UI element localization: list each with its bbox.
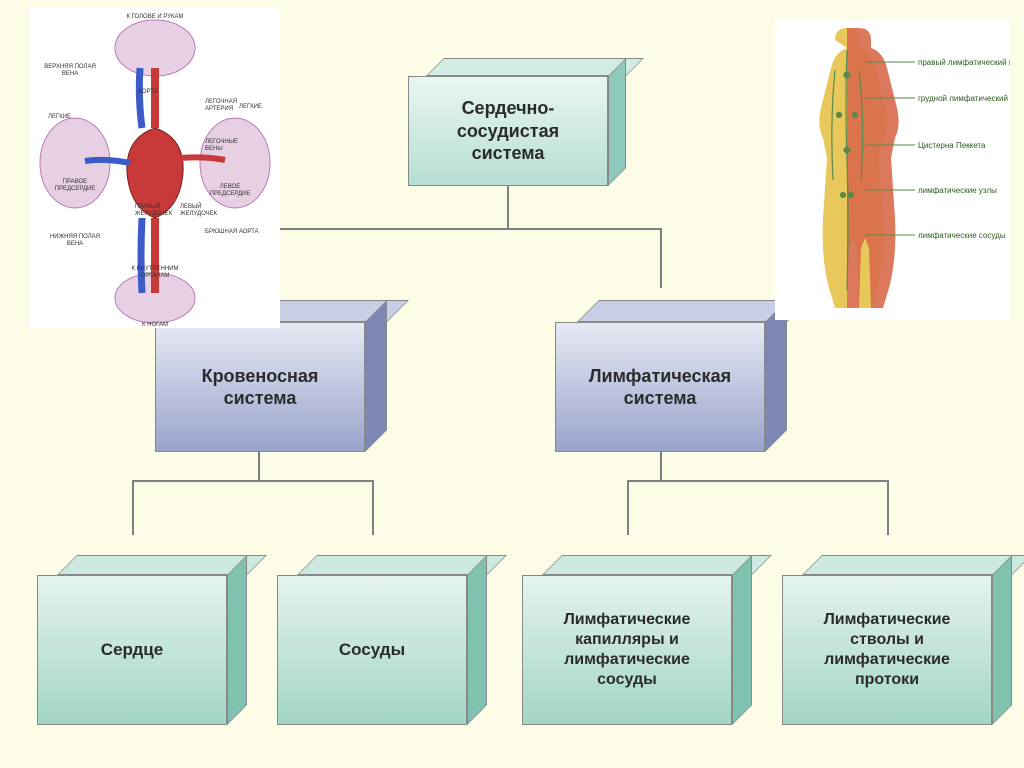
svg-text:БРЮШНАЯ АОРТА: БРЮШНАЯ АОРТА: [205, 229, 259, 235]
svg-text:ЛЕГКИЕ: ЛЕГКИЕ: [239, 104, 262, 110]
svg-text:К НОГАМ: К НОГАМ: [142, 322, 168, 328]
svg-text:ЛЕГКИЕ: ЛЕГКИЕ: [48, 114, 71, 120]
svg-text:К ВНУТРЕННИМ: К ВНУТРЕННИМ: [132, 266, 179, 272]
node-side-face: [732, 555, 752, 725]
node-label: Лимфатическая система: [555, 322, 765, 452]
lymphatic-body-diagram: правый лимфатический проток грудной лимф…: [775, 20, 1010, 320]
connector-line: [660, 228, 662, 288]
node-side-face: [992, 555, 1012, 725]
svg-text:ЛЕВОЕ: ЛЕВОЕ: [220, 184, 240, 190]
connector-line: [372, 480, 374, 535]
svg-text:ВЕНА: ВЕНА: [62, 71, 78, 77]
svg-text:ЛЕГОЧНЫЕ: ЛЕГОЧНЫЕ: [205, 139, 238, 145]
svg-text:АРТЕРИЯ: АРТЕРИЯ: [205, 106, 233, 112]
node-lymph_cap: Лимфатические капилляры и лимфатические …: [522, 555, 752, 725]
svg-text:ПРАВОЕ: ПРАВОЕ: [63, 179, 87, 185]
node-lymph_trunk: Лимфатические стволы и лимфатические про…: [782, 555, 1012, 725]
svg-text:ПРАВЫЙ: ПРАВЫЙ: [135, 202, 161, 210]
node-label: Лимфатические капилляры и лимфатические …: [522, 575, 732, 725]
node-side-face: [765, 300, 787, 452]
svg-text:ВЕНА: ВЕНА: [67, 241, 83, 247]
svg-text:лимфатические узлы: лимфатические узлы: [918, 186, 997, 195]
svg-text:ПРЕДСЕРДИЕ: ПРЕДСЕРДИЕ: [210, 191, 251, 197]
svg-text:ОРГАНАМ: ОРГАНАМ: [141, 273, 170, 279]
node-label: Лимфатические стволы и лимфатические про…: [782, 575, 992, 725]
connector-line: [627, 480, 887, 482]
connector-line: [887, 480, 889, 535]
connector-line: [132, 480, 372, 482]
node-side-face: [227, 555, 247, 725]
node-root: Сердечно- сосудистая система: [408, 58, 626, 186]
svg-text:ВЕНЫ: ВЕНЫ: [205, 146, 223, 152]
svg-text:лимфатические сосуды: лимфатические сосуды: [918, 231, 1006, 240]
svg-text:ПРЕДСЕРДИЕ: ПРЕДСЕРДИЕ: [55, 186, 96, 192]
node-lymph: Лимфатическая система: [555, 300, 787, 452]
circulatory-diagram: К ГОЛОВЕ И РУКАМ ВЕРХНЯЯ ПОЛАЯ ВЕНА ЛЕГК…: [30, 8, 280, 328]
node-label: Сосуды: [277, 575, 467, 725]
svg-text:правый лимфатический проток: правый лимфатический проток: [918, 58, 1010, 67]
svg-text:НИЖНЯЯ ПОЛАЯ: НИЖНЯЯ ПОЛАЯ: [50, 234, 100, 240]
connector-line: [260, 228, 660, 230]
svg-text:ЛЕВЫЙ: ЛЕВЫЙ: [180, 202, 202, 210]
node-label: Сердце: [37, 575, 227, 725]
node-label: Сердечно- сосудистая система: [408, 76, 608, 186]
svg-text:ЖЕЛУДОЧЕК: ЖЕЛУДОЧЕК: [180, 211, 218, 217]
node-side-face: [467, 555, 487, 725]
node-top-face: [802, 555, 1024, 575]
connector-line: [132, 480, 134, 535]
connector-line: [627, 480, 629, 535]
svg-text:ВЕРХНЯЯ ПОЛАЯ: ВЕРХНЯЯ ПОЛАЯ: [44, 64, 96, 70]
svg-text:АОРТА: АОРТА: [138, 89, 158, 95]
svg-text:Цистерна Пеккета: Цистерна Пеккета: [918, 141, 986, 150]
node-side-face: [608, 58, 626, 186]
node-vessels: Сосуды: [277, 555, 487, 725]
circ-label: К ГОЛОВЕ И РУКАМ: [126, 14, 183, 20]
node-heart: Сердце: [37, 555, 247, 725]
node-label: Кровеносная система: [155, 322, 365, 452]
node-side-face: [365, 300, 387, 452]
svg-text:ЖЕЛУДОЧЕК: ЖЕЛУДОЧЕК: [135, 211, 173, 217]
svg-text:ЛЕГОЧНАЯ: ЛЕГОЧНАЯ: [205, 99, 237, 105]
svg-text:грудной лимфатический проток: грудной лимфатический проток: [918, 94, 1010, 103]
